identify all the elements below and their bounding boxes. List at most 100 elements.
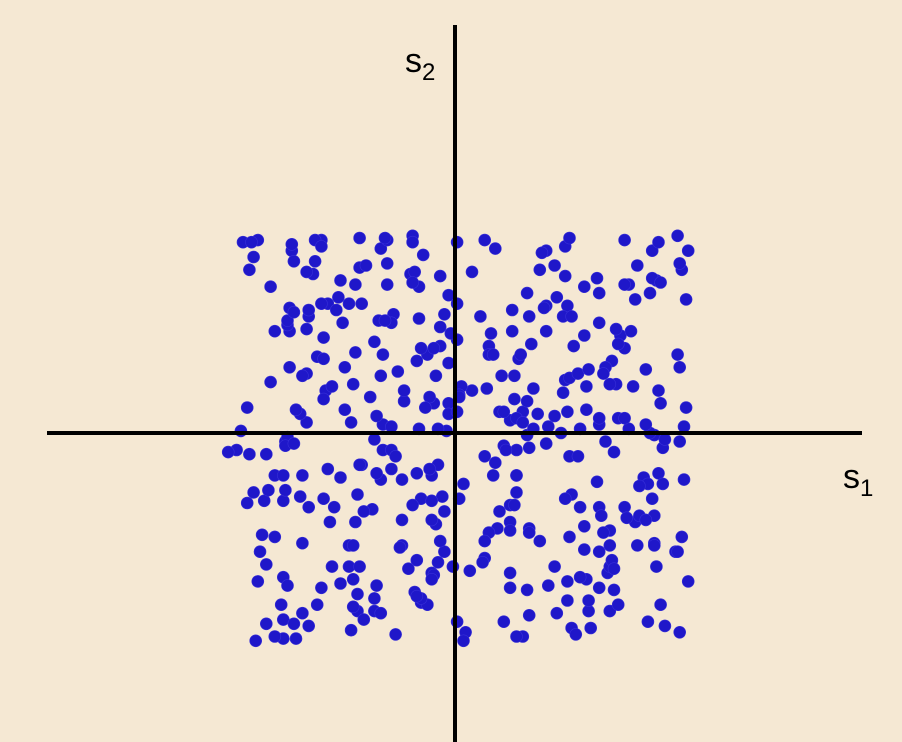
data-point: [287, 437, 301, 450]
data-point: [353, 458, 366, 472]
data-point: [385, 420, 398, 433]
data-point: [317, 392, 330, 406]
data-point: [535, 246, 549, 260]
data-point: [363, 390, 377, 404]
data-point: [679, 293, 693, 306]
data-point: [620, 511, 634, 525]
data-point: [567, 339, 581, 353]
data-point: [245, 235, 258, 249]
data-point: [438, 545, 451, 559]
data-point: [599, 435, 612, 448]
data-point: [240, 496, 254, 510]
data-point: [287, 305, 301, 319]
x-axis-label: s1: [843, 458, 873, 502]
data-point: [370, 579, 383, 592]
data-point: [571, 449, 585, 463]
data-point: [497, 405, 511, 419]
data-point: [380, 278, 394, 291]
data-point: [654, 598, 667, 612]
data-point: [658, 619, 672, 633]
data-point: [503, 524, 517, 537]
data-point: [626, 380, 640, 393]
data-point: [533, 534, 547, 548]
data-point: [259, 558, 273, 571]
data-point: [524, 337, 538, 351]
data-point: [522, 526, 536, 539]
y-axis-label-base: s: [405, 42, 422, 80]
data-point: [652, 384, 665, 397]
data-point: [654, 276, 667, 289]
x-axis-label-subscript: 1: [860, 475, 873, 502]
data-point: [334, 274, 347, 287]
data-point: [463, 564, 477, 578]
data-point: [395, 513, 409, 527]
scatter-points: [221, 229, 695, 648]
data-point: [385, 462, 398, 476]
data-point: [561, 575, 574, 588]
data-point: [474, 310, 487, 323]
data-point: [243, 263, 256, 277]
data-point: [673, 435, 687, 448]
data-point: [353, 560, 366, 573]
data-point: [327, 500, 341, 514]
data-point: [647, 539, 661, 552]
data-point: [315, 581, 328, 595]
data-point: [296, 536, 309, 550]
data-point: [486, 348, 500, 361]
data-point: [351, 488, 364, 501]
data-point: [558, 269, 572, 283]
data-point: [681, 575, 695, 588]
data-point: [355, 297, 369, 311]
data-point: [346, 600, 360, 614]
data-point: [283, 360, 296, 374]
data-point: [423, 390, 436, 404]
data-point: [262, 483, 275, 497]
data-point: [450, 615, 464, 629]
data-point: [582, 594, 595, 607]
data-point: [522, 441, 536, 455]
data-point: [607, 562, 621, 576]
data-point: [253, 545, 267, 559]
data-point: [505, 324, 519, 338]
data-point: [484, 327, 498, 340]
data-point: [508, 392, 521, 406]
data-point: [376, 348, 390, 361]
data-point: [285, 238, 299, 251]
data-point: [650, 560, 663, 573]
data-point: [681, 244, 695, 257]
data-point: [344, 416, 358, 429]
data-point: [548, 259, 561, 272]
data-point: [480, 382, 494, 395]
data-point: [503, 581, 517, 595]
data-point: [296, 469, 309, 482]
data-point: [639, 363, 653, 376]
data-point: [349, 515, 362, 529]
data-point: [259, 447, 273, 461]
data-point: [645, 492, 659, 506]
data-point: [603, 604, 617, 618]
data-point: [357, 613, 371, 626]
data-point: [671, 229, 684, 243]
data-point: [531, 407, 545, 421]
data-point: [550, 606, 564, 620]
data-point: [671, 545, 684, 559]
data-point: [592, 411, 606, 425]
data-point: [607, 445, 621, 459]
data-point: [486, 469, 500, 482]
data-point: [618, 233, 631, 247]
data-point: [478, 534, 492, 548]
data-point: [389, 449, 402, 463]
data-point: [257, 494, 271, 508]
data-point: [406, 276, 419, 289]
data-point: [302, 500, 316, 514]
data-point: [603, 539, 617, 552]
data-point: [457, 477, 470, 491]
data-point: [603, 377, 617, 391]
data-point: [317, 331, 330, 344]
data-point: [342, 560, 356, 573]
data-point: [510, 630, 523, 643]
data-point: [611, 598, 625, 612]
data-point: [609, 322, 623, 336]
data-point: [351, 587, 364, 601]
data-point: [478, 233, 492, 247]
